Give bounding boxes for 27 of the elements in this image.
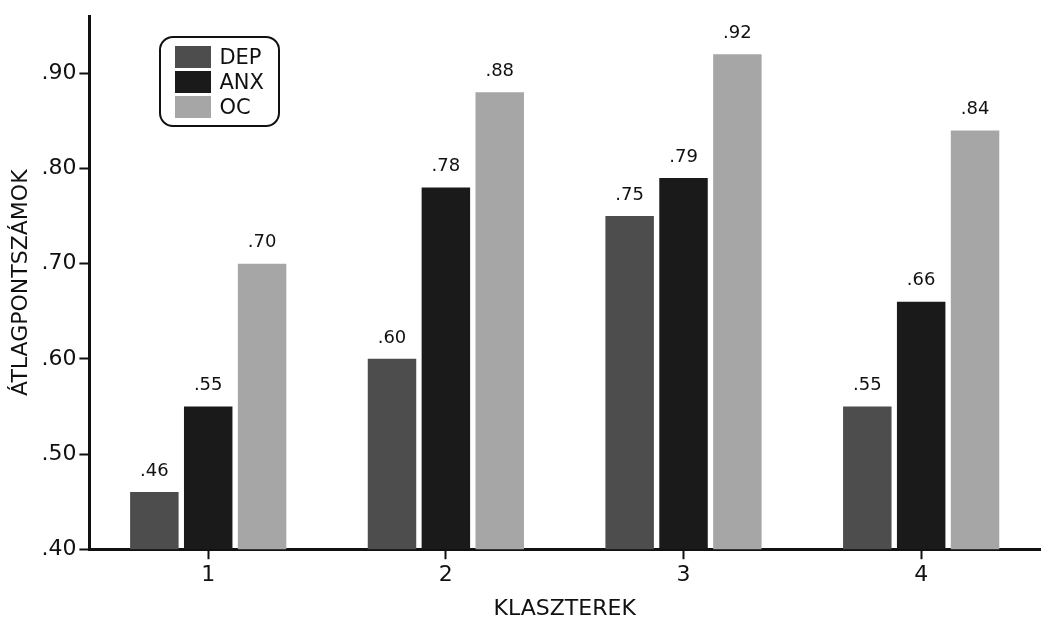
data-label: .46 (140, 458, 169, 480)
legend-label: ANX (219, 69, 264, 94)
x-axis-title: KLASZTEREK (493, 594, 637, 620)
y-tick-label: .80 (41, 154, 77, 180)
x-tick-label: 1 (201, 561, 216, 587)
y-tick-label: .90 (41, 59, 77, 85)
data-label: .55 (852, 373, 882, 395)
legend-label: DEP (219, 44, 262, 69)
data-label: .88 (485, 59, 515, 81)
data-label: .84 (960, 97, 990, 119)
x-tick-label: 3 (676, 561, 691, 587)
data-label: .60 (377, 325, 407, 347)
data-label: .66 (906, 268, 936, 290)
y-tick-label: .60 (41, 344, 77, 370)
y-tick-label: .50 (41, 439, 77, 465)
data-label: .92 (723, 20, 752, 42)
data-label: .79 (669, 144, 698, 166)
x-tick-label: 2 (438, 561, 453, 587)
legend-label: OC (219, 94, 251, 119)
data-label: .55 (193, 373, 223, 395)
data-label: .78 (431, 154, 461, 176)
y-axis-title: ÁTLAGPONTSZÁMOK (6, 168, 32, 396)
data-label: .75 (615, 182, 644, 204)
y-tick-label: .40 (41, 534, 77, 560)
data-label: .70 (247, 230, 277, 252)
y-tick-label: .70 (41, 249, 77, 275)
x-tick-label: 4 (914, 561, 929, 587)
